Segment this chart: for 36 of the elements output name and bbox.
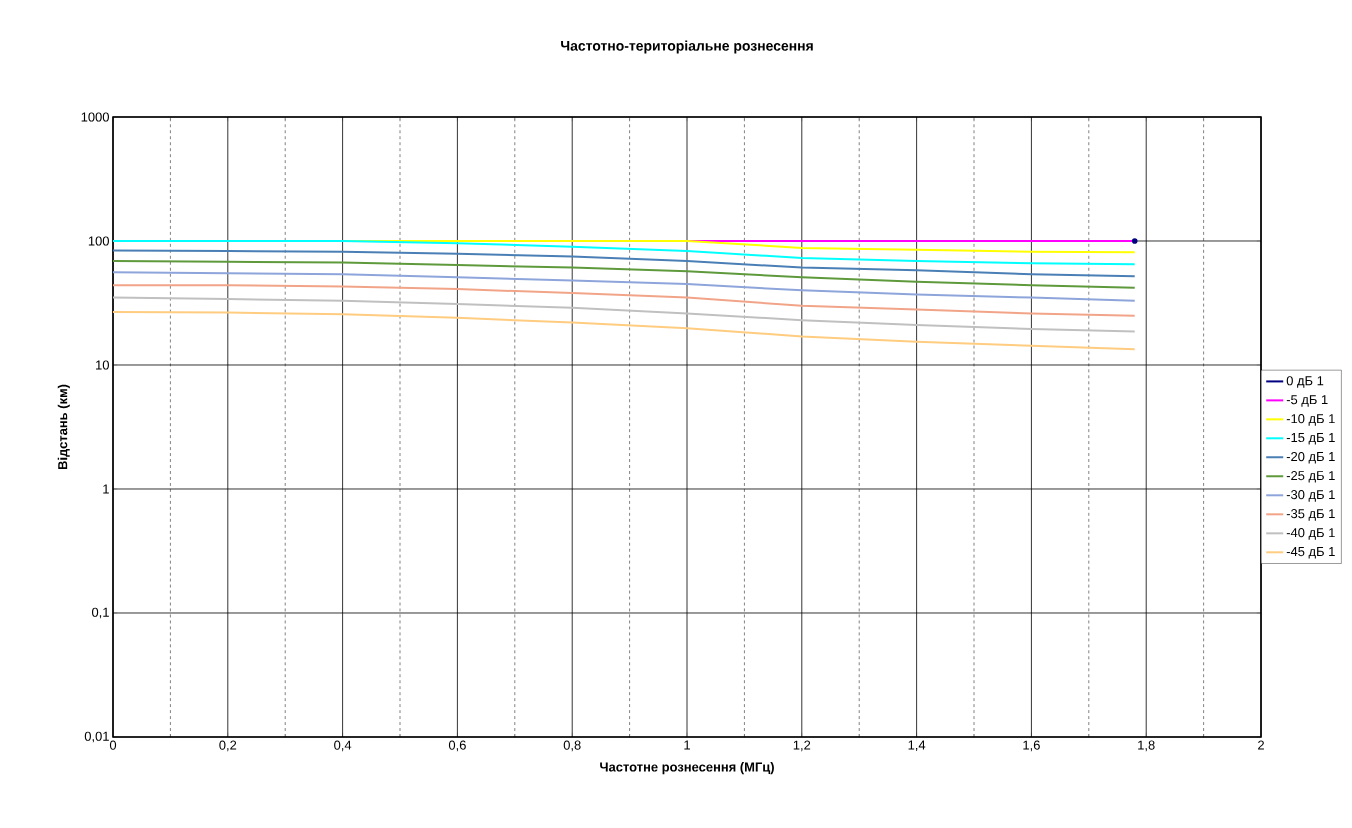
y-tick-label: 0,1 [91, 607, 109, 619]
legend-label: -40 дБ 1 [1286, 528, 1335, 540]
x-axis-title: Частотне рознесення (МГц) [600, 762, 774, 775]
x-tick-label: 0,6 [448, 740, 466, 752]
legend-label: -25 дБ 1 [1286, 471, 1335, 483]
y-tick-label: 1000 [81, 112, 109, 122]
line-series [113, 249, 1136, 278]
x-tick-label: 0,8 [563, 740, 581, 752]
y-tick-label: 10 [96, 360, 109, 370]
x-tick-label: 1,6 [1023, 740, 1040, 752]
y-tick-label: 100 [88, 236, 109, 246]
line-series [113, 271, 1136, 302]
line-series [113, 284, 1136, 317]
x-tick-label: 1 [684, 740, 690, 750]
x-tick-label: 0,2 [219, 740, 237, 752]
legend-label: 0 дБ 1 [1286, 376, 1324, 388]
legend-label: -35 дБ 1 [1286, 509, 1335, 521]
legend-label: -5 дБ 1 [1286, 395, 1328, 407]
x-tick-label: 0,4 [334, 740, 352, 752]
x-tick-label: 1,8 [1138, 740, 1155, 752]
x-tick-label: 1,4 [908, 740, 926, 752]
x-tick-label: 2 [1258, 740, 1264, 750]
legend-label: -30 дБ 1 [1286, 490, 1335, 502]
x-tick-label: 1,2 [793, 740, 811, 752]
x-tick-label: 0 [109, 740, 117, 750]
y-axis-title: Відстань (км) [57, 384, 70, 470]
line-series [113, 296, 1136, 333]
legend-label: -20 дБ 1 [1286, 451, 1335, 464]
line-series [113, 311, 1136, 351]
chart-title: Частотно-територіальне рознесення [561, 40, 813, 54]
legend-label: -10 дБ 1 [1286, 414, 1335, 426]
line-series [113, 259, 1136, 289]
y-tick-label: 0,01 [84, 731, 109, 743]
y-tick-label: 1 [103, 484, 109, 494]
legend-label: -45 дБ 1 [1286, 547, 1335, 559]
legend-label: -15 дБ 1 [1286, 433, 1335, 445]
